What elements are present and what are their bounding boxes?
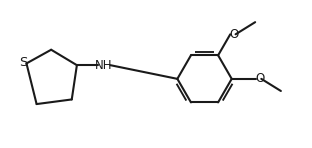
Text: NH: NH (95, 59, 113, 72)
Text: O: O (230, 28, 239, 41)
Text: S: S (19, 56, 28, 69)
Text: O: O (255, 72, 265, 85)
